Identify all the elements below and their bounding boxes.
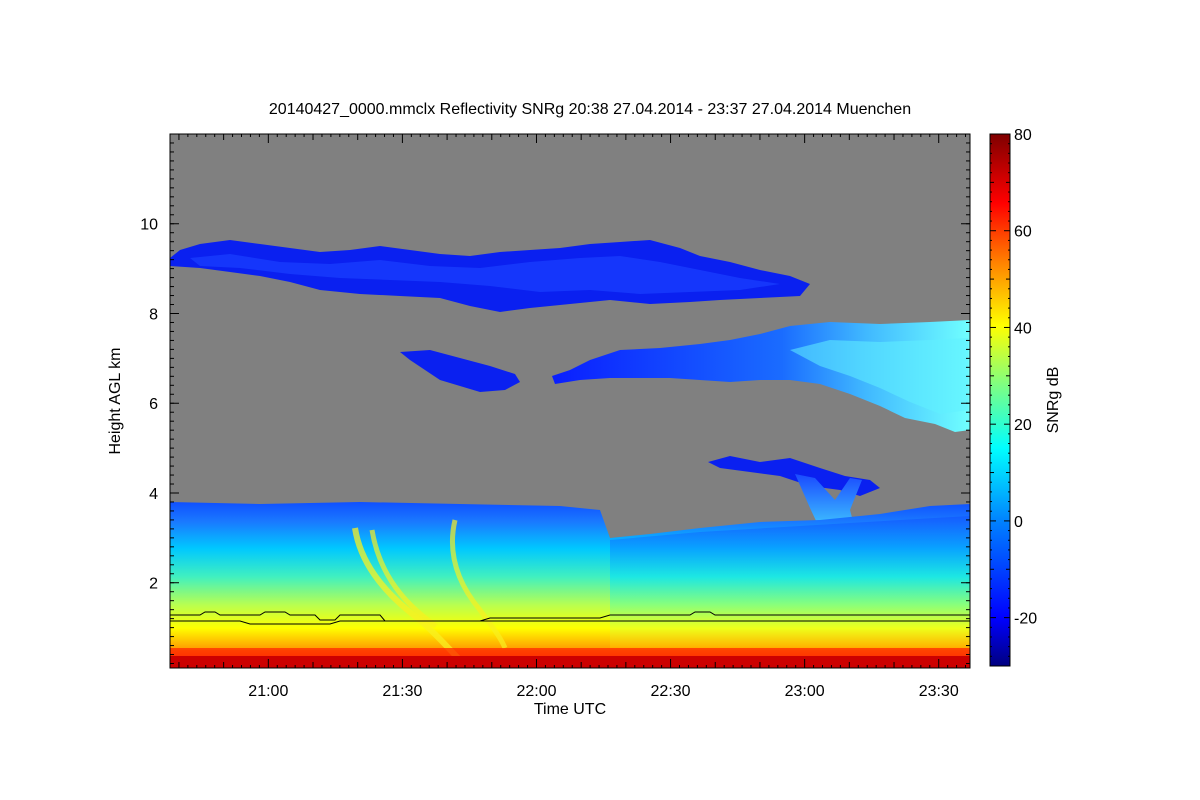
surface-band [170,656,970,668]
y-tick-label: 8 [149,306,158,323]
x-tick-label: 21:00 [248,683,288,700]
cirrus-core [190,254,780,294]
y-tick-label: 4 [149,486,158,503]
colorbar-title: SNRg dB [1045,367,1062,434]
x-tick-label: 23:00 [785,683,825,700]
colorbar [989,133,1011,667]
x-axis: 21:00 21:30 22:00 22:30 23:00 23:30 [169,134,967,700]
x-tick-label: 22:00 [516,683,556,700]
x-tick-label: 21:30 [382,683,422,700]
colorbar-tick-label: 20 [1014,417,1032,434]
midlevel-cloud-left [400,350,520,392]
chart-title: 20140427_0000.mmclx Reflectivity SNRg 20… [269,101,911,118]
low-cloud-right-band [610,516,970,668]
plot-frame [169,133,971,669]
colorbar-tick-label: -20 [1014,611,1037,628]
y-tick-label: 6 [149,396,158,413]
x-tick-label: 22:30 [651,683,691,700]
y-tick-label: 2 [149,576,158,593]
x-axis-title: Time UTC [534,701,606,718]
precip-streak-2 [369,529,438,629]
colorbar-tick-label: 60 [1014,224,1032,241]
surface-band-top [170,648,970,656]
colorbar-tick-label: 0 [1014,514,1023,531]
colorbar-axis: -20 0 20 40 60 80 [990,127,1037,667]
colorbar-tick-label: 40 [1014,320,1032,337]
x-tick-label: 23:30 [919,683,959,700]
contour-line-lower [170,620,970,625]
precip-streak-3 [449,519,508,650]
colorbar-tick-label: 80 [1014,127,1032,144]
contour-line-upper [170,611,970,622]
y-axis-title: Height AGL km [107,347,124,454]
fall-streak-top [708,456,880,496]
y-tick-label: 10 [140,217,158,234]
midlevel-bright [790,338,968,414]
y-axis: 2 4 6 8 10 [140,133,970,665]
